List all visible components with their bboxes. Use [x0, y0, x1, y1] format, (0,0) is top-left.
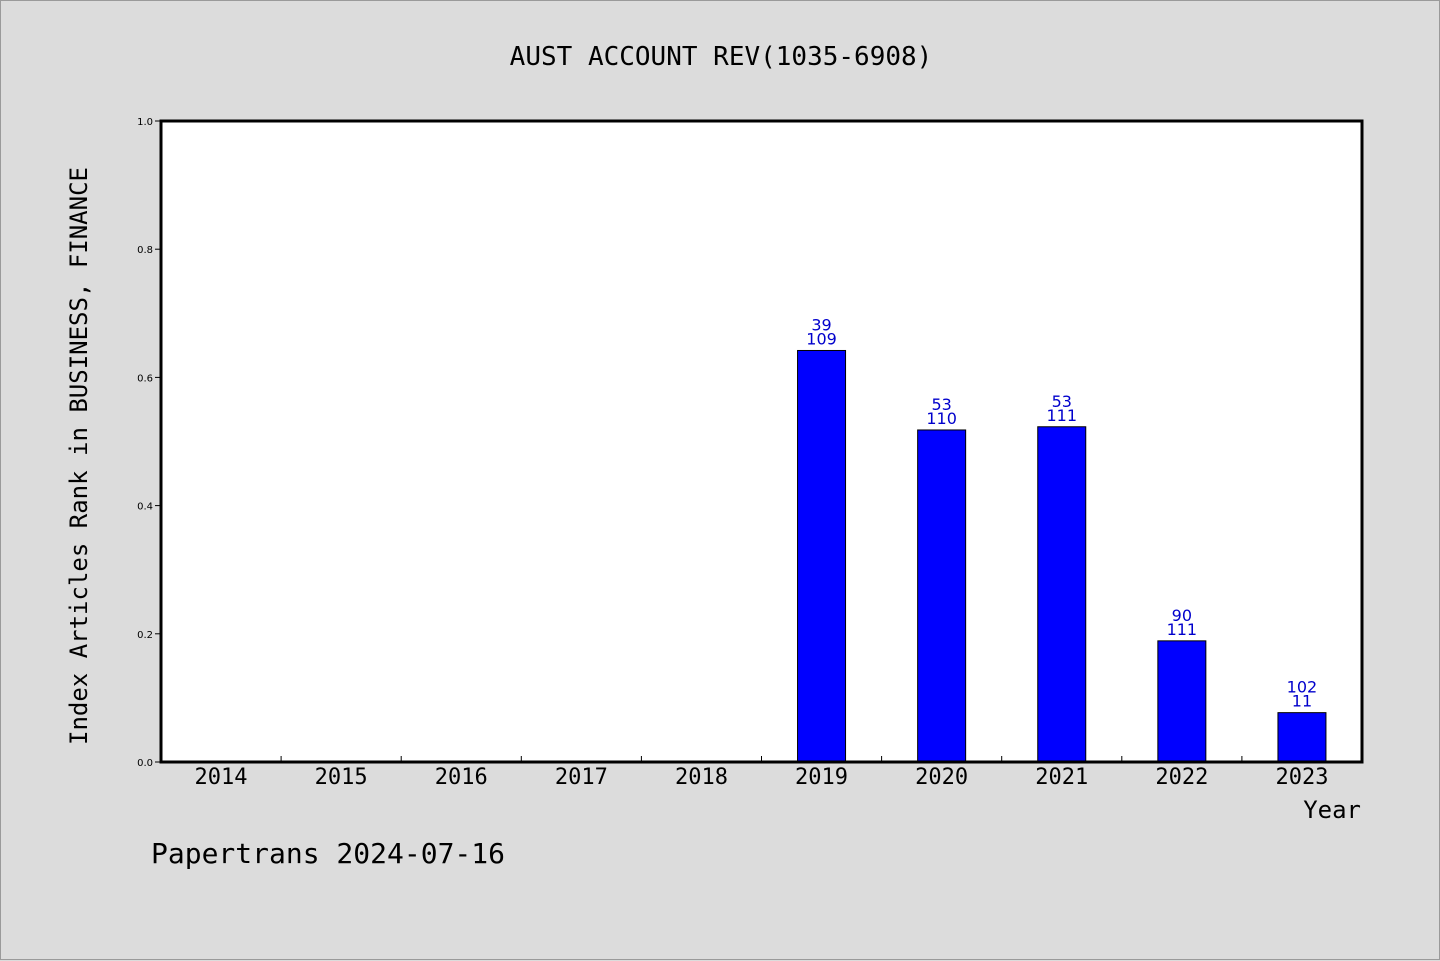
x-axis-label: Year — [1303, 796, 1361, 824]
x-tick-label: 2017 — [555, 765, 608, 790]
x-axis-ticks: 2014 2015 2016 2017 2018 2019 2020 2021 2022 2023 — [195, 756, 1328, 790]
bar-label-top: 102 — [1287, 678, 1318, 697]
y-tick-label: 0.6 — [137, 373, 153, 384]
bar-label-bottom: 109 — [806, 329, 837, 348]
bar-label-top: 90 — [1172, 606, 1192, 625]
x-tick-label: 2020 — [915, 765, 968, 790]
y-tick-label: 1.0 — [137, 117, 153, 128]
y-tick-label: 0.8 — [137, 245, 153, 256]
x-tick-label: 2021 — [1035, 765, 1088, 790]
bar-2020 — [917, 429, 967, 763]
plot-border — [159, 119, 1364, 764]
y-tick-label: 0.2 — [137, 630, 153, 641]
x-tick-label: 2019 — [795, 765, 848, 790]
bar-2023 — [1277, 712, 1327, 763]
x-tick-label: 2018 — [675, 765, 728, 790]
x-tick-label: 2014 — [195, 765, 248, 790]
bar-label-bottom: 111 — [1046, 406, 1077, 425]
bar-2019 — [797, 349, 847, 763]
bar-2021 — [1037, 426, 1087, 763]
bar-label-top: 53 — [1052, 392, 1072, 411]
y-tick-label: 0.4 — [137, 502, 153, 513]
bars-group — [797, 349, 1327, 763]
bar-label-bottom: 111 — [1167, 620, 1198, 639]
x-tick-label: 2022 — [1155, 765, 1208, 790]
y-tick-label: 0.0 — [137, 758, 153, 769]
chart-title: AUST ACCOUNT REV(1035-6908) — [510, 42, 933, 72]
bar-label-top: 39 — [811, 315, 831, 334]
y-axis-label: Index Articles Rank in BUSINESS, FINANCE — [65, 167, 93, 745]
x-tick-label: 2016 — [435, 765, 488, 790]
x-tick-label: 2023 — [1275, 765, 1328, 790]
bar-label-bottom: 110 — [926, 409, 957, 428]
bar-label-bottom: 11 — [1292, 692, 1312, 711]
y-axis-ticks: 0.0 0.2 0.4 0.6 0.8 1.0 — [137, 117, 161, 769]
x-tick-label: 2015 — [315, 765, 368, 790]
bar-label-top: 53 — [931, 395, 951, 414]
bar-2022 — [1157, 640, 1207, 763]
footer-text: Papertrans 2024-07-16 — [151, 837, 505, 870]
